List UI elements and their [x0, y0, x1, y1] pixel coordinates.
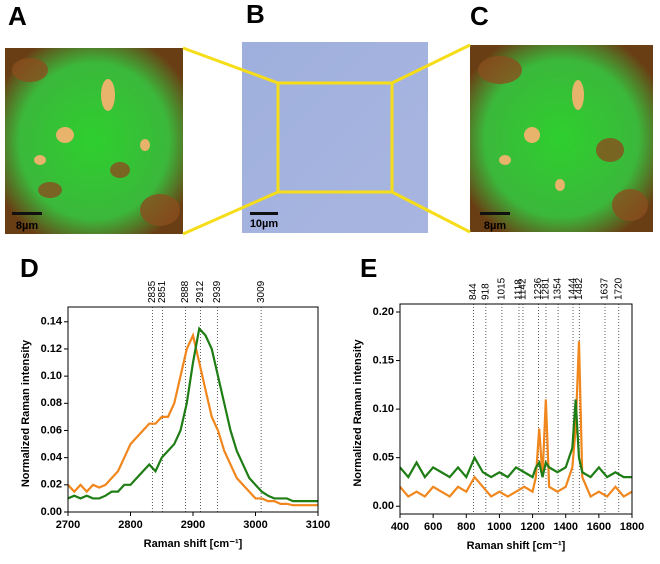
x-tick-label: 3100: [306, 519, 330, 531]
peak-label: 3009: [256, 280, 267, 303]
y-tick-label: 0.10: [41, 370, 62, 382]
peak-label: 2851: [157, 280, 168, 303]
x-tick-label: 600: [424, 521, 442, 533]
spectrum: [67, 331, 318, 507]
y-tick-label: 0.14: [41, 316, 63, 328]
x-tick-label: 2800: [118, 519, 142, 531]
panel-label: B: [246, 0, 265, 29]
y-tick-label: 0.04: [41, 452, 63, 464]
spectrum: [399, 341, 633, 499]
image-a: 8µm: [5, 48, 183, 234]
x-tick-label: 2900: [181, 519, 205, 531]
y-tick-label: 0.10: [373, 403, 394, 415]
y-tick-label: 0.05: [373, 452, 394, 464]
y-tick-label: 0.12: [41, 343, 62, 355]
y-axis-label: Normalized Raman intensity: [20, 339, 32, 487]
x-axis-label: Raman shift [cm⁻¹]: [144, 538, 243, 550]
scale-label: 10µm: [250, 218, 279, 230]
zoom-lines: [182, 43, 471, 236]
peak-label: 2835: [147, 280, 158, 303]
y-tick-label: 0.15: [373, 354, 394, 366]
x-tick-label: 400: [391, 521, 409, 533]
y-tick-label: 0.00: [373, 500, 394, 512]
peak-label: 1015: [497, 277, 508, 300]
peak-label: 1637: [600, 277, 611, 300]
y-tick-label: 0.06: [41, 424, 62, 436]
peak-label: 918: [480, 283, 491, 300]
y-tick-label: 0.08: [41, 397, 62, 409]
y-axis-label: Normalized Raman intensity: [352, 338, 364, 486]
peak-label: 1281: [541, 277, 552, 300]
panel-label: D: [20, 253, 39, 283]
peak-label: 844: [468, 283, 479, 300]
peak-label: 1444: [568, 277, 579, 300]
y-tick-label: 0.20: [373, 306, 394, 318]
x-axis-label: Raman shift [cm⁻¹]: [467, 540, 566, 552]
spectrum: [67, 326, 318, 503]
x-tick-label: 1200: [520, 521, 544, 533]
scale-label: 8µm: [484, 220, 506, 232]
peak-label: 1482: [574, 277, 585, 300]
peak-label: 1118: [514, 279, 525, 300]
peak-label: 1142: [518, 278, 529, 300]
peak-label: 2912: [195, 280, 206, 303]
peak-label: 1354: [553, 277, 564, 300]
x-tick-label: 1600: [587, 521, 611, 533]
x-tick-label: 800: [457, 521, 475, 533]
x-tick-label: 3000: [243, 519, 267, 531]
x-tick-label: 2700: [56, 519, 80, 531]
panel-label: A: [8, 1, 27, 31]
x-tick-label: 1400: [553, 521, 577, 533]
peak-label: 2888: [180, 280, 191, 303]
x-tick-label: 1000: [487, 521, 511, 533]
spectrum: [399, 399, 632, 480]
peak-label: 1720: [613, 277, 624, 300]
plot-frame: [399, 303, 633, 515]
y-tick-label: 0.02: [41, 479, 62, 491]
peak-label: 1236: [533, 277, 544, 300]
image-b: 10µm: [242, 42, 428, 233]
y-tick-label: 0.00: [41, 506, 62, 518]
panel-label: C: [470, 1, 489, 31]
image-c: 8µm: [470, 45, 653, 232]
scale-label: 8µm: [16, 220, 38, 232]
peak-label: 2939: [212, 280, 223, 303]
x-tick-label: 1800: [620, 521, 644, 533]
panel-label: E: [360, 253, 377, 283]
